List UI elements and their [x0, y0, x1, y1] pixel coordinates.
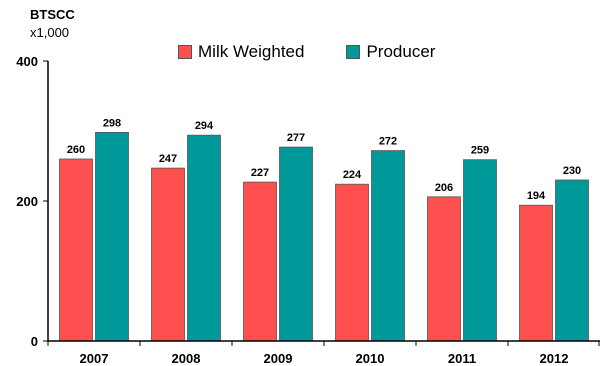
bar-2007-s0 — [59, 158, 93, 342]
data-label-2009-s1: 277 — [287, 132, 305, 144]
bar-2010-s0 — [335, 183, 369, 342]
legend-swatch-milk-weighted — [178, 45, 192, 59]
data-label-2007-s0: 260 — [67, 144, 85, 156]
bar-2012-s0 — [519, 204, 553, 342]
legend: Milk Weighted Producer — [178, 42, 435, 62]
y-tick-label-0: 0 — [31, 334, 38, 349]
legend-item-producer: Producer — [346, 42, 435, 62]
x-tick-label-2009: 2009 — [264, 351, 293, 366]
legend-label-producer: Producer — [366, 42, 436, 61]
data-label-2011-s1: 259 — [471, 145, 489, 157]
x-tick-label-2011: 2011 — [448, 351, 476, 366]
x-tick-label-2007: 2007 — [80, 351, 109, 366]
bar-2008-s1 — [187, 134, 221, 342]
x-tick-label-2010: 2010 — [356, 351, 385, 366]
data-label-2012-s1: 230 — [563, 165, 581, 177]
data-label-2009-s0: 227 — [251, 167, 269, 179]
bar-2012-s1 — [555, 179, 589, 342]
bar-2009-s1 — [279, 146, 313, 342]
data-label-2012-s0: 194 — [527, 190, 546, 202]
y-tick-label-200: 200 — [16, 194, 38, 209]
legend-label-milk-weighted: Milk Weighted — [198, 42, 305, 61]
bar-2011-s1 — [463, 159, 497, 342]
data-label-2008-s0: 247 — [159, 153, 177, 165]
data-label-2010-s1: 272 — [379, 136, 397, 148]
bar-2009-s0 — [243, 181, 277, 342]
bar-2007-s1 — [95, 131, 129, 342]
data-label-2008-s1: 294 — [195, 120, 214, 132]
legend-swatch-producer — [346, 45, 361, 59]
data-label-2007-s1: 298 — [103, 117, 121, 129]
x-tick-label-2008: 2008 — [172, 351, 201, 366]
y-axis-label: BTSCC — [30, 7, 75, 22]
bar-2008-s0 — [151, 167, 185, 342]
bar-2011-s0 — [427, 196, 461, 342]
y-axis-unit: x1,000 — [30, 25, 70, 40]
y-tick-label-400: 400 — [16, 54, 38, 69]
data-label-2010-s0: 224 — [343, 169, 362, 181]
legend-item-milk-weighted: Milk Weighted — [178, 42, 304, 62]
data-label-2011-s0: 206 — [435, 182, 453, 194]
bar-2010-s1 — [371, 150, 405, 342]
x-tick-label-2012: 2012 — [540, 351, 569, 366]
